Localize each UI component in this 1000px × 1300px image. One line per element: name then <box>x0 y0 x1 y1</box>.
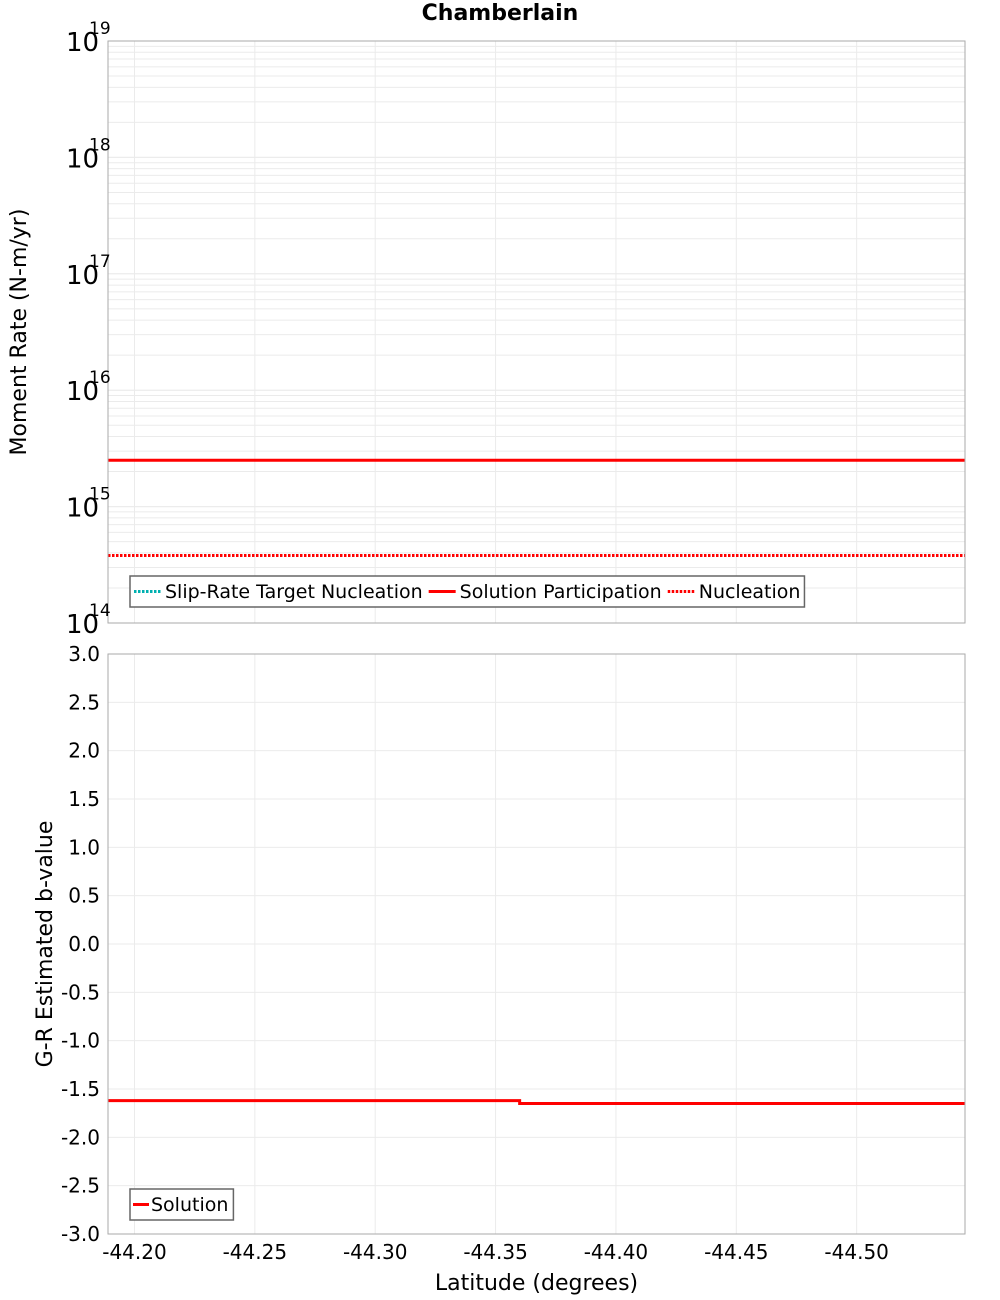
plot-frame <box>107 653 966 1235</box>
y-tick-label: -0.5 <box>61 980 100 1004</box>
svg-text:15: 15 <box>89 485 111 505</box>
svg-text:16: 16 <box>89 368 111 388</box>
svg-text:10: 10 <box>66 494 99 524</box>
svg-text:10: 10 <box>66 377 99 407</box>
x-tick-label: -44.20 <box>102 1240 166 1264</box>
b-value-plot: 3.0 2.5 2.0 1.5 1.0 0.5 0.0 -0.5 -1.0 -1.5 -2.0 -2.… <box>33 642 966 1296</box>
x-axis-title: Latitude (degrees) <box>435 1271 638 1296</box>
svg-text:14: 14 <box>89 601 111 621</box>
x-tick-label: -44.25 <box>223 1240 287 1264</box>
y-tick-label: 2.5 <box>68 690 100 714</box>
y-tick-label: 1.5 <box>68 787 100 811</box>
svg-text:19: 19 <box>89 19 111 39</box>
y-tick-label: 0.0 <box>68 932 100 956</box>
x-tick-label: -44.50 <box>824 1240 888 1264</box>
x-tick-label: -44.45 <box>704 1240 768 1264</box>
svg-text:17: 17 <box>89 252 111 272</box>
y-axis-title: Moment Rate (N-m/yr) <box>7 209 32 456</box>
chart-title: Chamberlain <box>421 1 579 26</box>
y-tick-label: -2.5 <box>61 1174 100 1198</box>
legend-label: Nucleation <box>699 581 801 603</box>
x-tick-label: -44.30 <box>343 1240 407 1264</box>
y-tick-label: 2.0 <box>68 739 100 763</box>
x-tick-label: -44.35 <box>463 1240 527 1264</box>
svg-text:10: 10 <box>66 28 99 58</box>
y-tick-label: 0.5 <box>68 884 100 908</box>
legend: Solution <box>129 1188 235 1221</box>
series-solution <box>108 1099 965 1105</box>
y-axis-title: G-R Estimated b-value <box>33 821 58 1068</box>
legend-label: Slip-Rate Target Nucleation <box>165 581 423 603</box>
legend: Slip-Rate Target Nucleation Solution Part… <box>129 575 806 608</box>
svg-text:10: 10 <box>66 261 99 291</box>
plot-frame <box>107 40 966 624</box>
svg-text:18: 18 <box>89 135 111 155</box>
y-tick-label: -3.0 <box>61 1222 100 1246</box>
y-tick-label: -1.5 <box>61 1077 100 1101</box>
legend-label: Solution <box>151 1194 228 1216</box>
legend-label: Solution Participation <box>460 581 662 603</box>
y-tick-label: 1.0 <box>68 835 100 859</box>
y-tick-label: -1.0 <box>61 1029 100 1053</box>
svg-text:10: 10 <box>66 610 99 640</box>
y-tick-label: -2.0 <box>61 1125 100 1149</box>
y-tick-label: 3.0 <box>68 642 100 666</box>
x-tick-label: -44.40 <box>584 1240 648 1264</box>
svg-text:10: 10 <box>66 144 99 174</box>
